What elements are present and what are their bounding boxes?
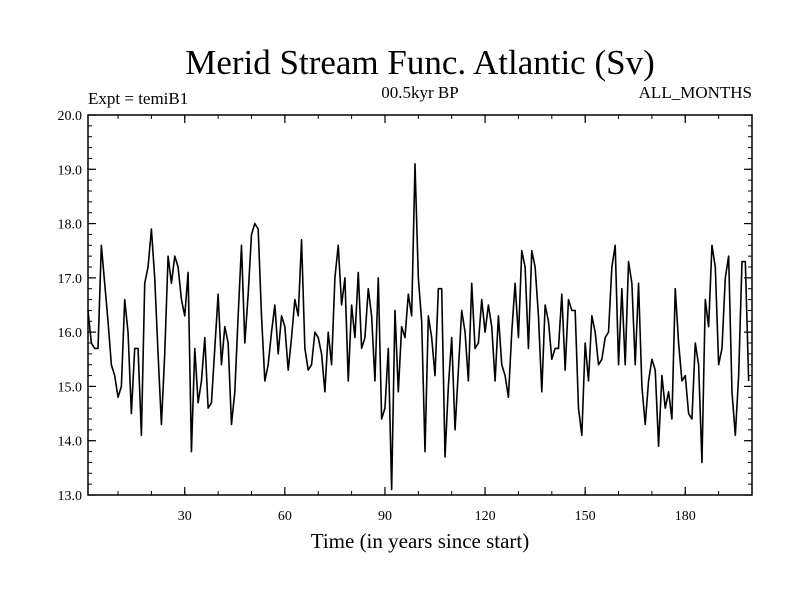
x-tick-label: 60	[278, 509, 292, 524]
x-tick-label: 180	[675, 509, 696, 524]
y-tick-label: 17.0	[58, 272, 83, 287]
x-tick-label: 90	[378, 509, 392, 524]
plot-area	[87, 114, 752, 496]
chart-title: Merid Stream Func. Atlantic (Sv)	[185, 43, 655, 82]
series-line	[87, 163, 750, 491]
plot-frame	[87, 114, 753, 496]
y-tick-label: 16.0	[58, 326, 83, 341]
subtitle-left: Expt = temiB1	[88, 89, 188, 108]
y-tick-label: 13.0	[58, 489, 83, 504]
y-tick-label: 20.0	[58, 109, 83, 124]
x-axis-label: Time (in years since start)	[311, 529, 530, 553]
x-tick-label: 120	[475, 509, 496, 524]
subtitle-center: 00.5kyr BP	[381, 83, 458, 102]
y-tick-label: 15.0	[58, 380, 83, 395]
y-tick-label: 18.0	[58, 218, 83, 233]
y-tick-label: 14.0	[58, 435, 83, 450]
x-tick-label: 150	[575, 509, 596, 524]
x-tick-label: 30	[178, 509, 192, 524]
y-tick-label: 19.0	[58, 163, 83, 178]
subtitle-right: ALL_MONTHS	[639, 83, 752, 102]
